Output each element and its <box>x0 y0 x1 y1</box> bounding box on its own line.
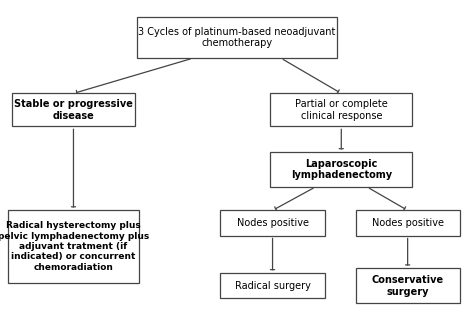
FancyBboxPatch shape <box>137 17 337 58</box>
Text: Stable or progressive
disease: Stable or progressive disease <box>14 99 133 121</box>
FancyBboxPatch shape <box>220 273 325 298</box>
Text: Nodes positive: Nodes positive <box>372 218 444 228</box>
Text: Nodes positive: Nodes positive <box>237 218 309 228</box>
FancyBboxPatch shape <box>356 210 460 236</box>
Text: Laparoscopic
lymphadenectomy: Laparoscopic lymphadenectomy <box>291 159 392 180</box>
Text: Radical hysterectomy plus
pelvic lymphadenectomy plus
adjuvant tratment (if
indi: Radical hysterectomy plus pelvic lymphad… <box>0 221 149 272</box>
FancyBboxPatch shape <box>270 94 412 126</box>
Text: Partial or complete
clinical response: Partial or complete clinical response <box>295 99 388 121</box>
FancyBboxPatch shape <box>12 94 135 126</box>
Text: Conservative
surgery: Conservative surgery <box>372 275 444 296</box>
FancyBboxPatch shape <box>270 152 412 187</box>
Text: Radical surgery: Radical surgery <box>235 281 310 291</box>
FancyBboxPatch shape <box>356 268 460 303</box>
FancyBboxPatch shape <box>8 210 138 283</box>
FancyBboxPatch shape <box>220 210 325 236</box>
Text: 3 Cycles of platinum-based neoadjuvant
chemotherapy: 3 Cycles of platinum-based neoadjuvant c… <box>138 27 336 48</box>
